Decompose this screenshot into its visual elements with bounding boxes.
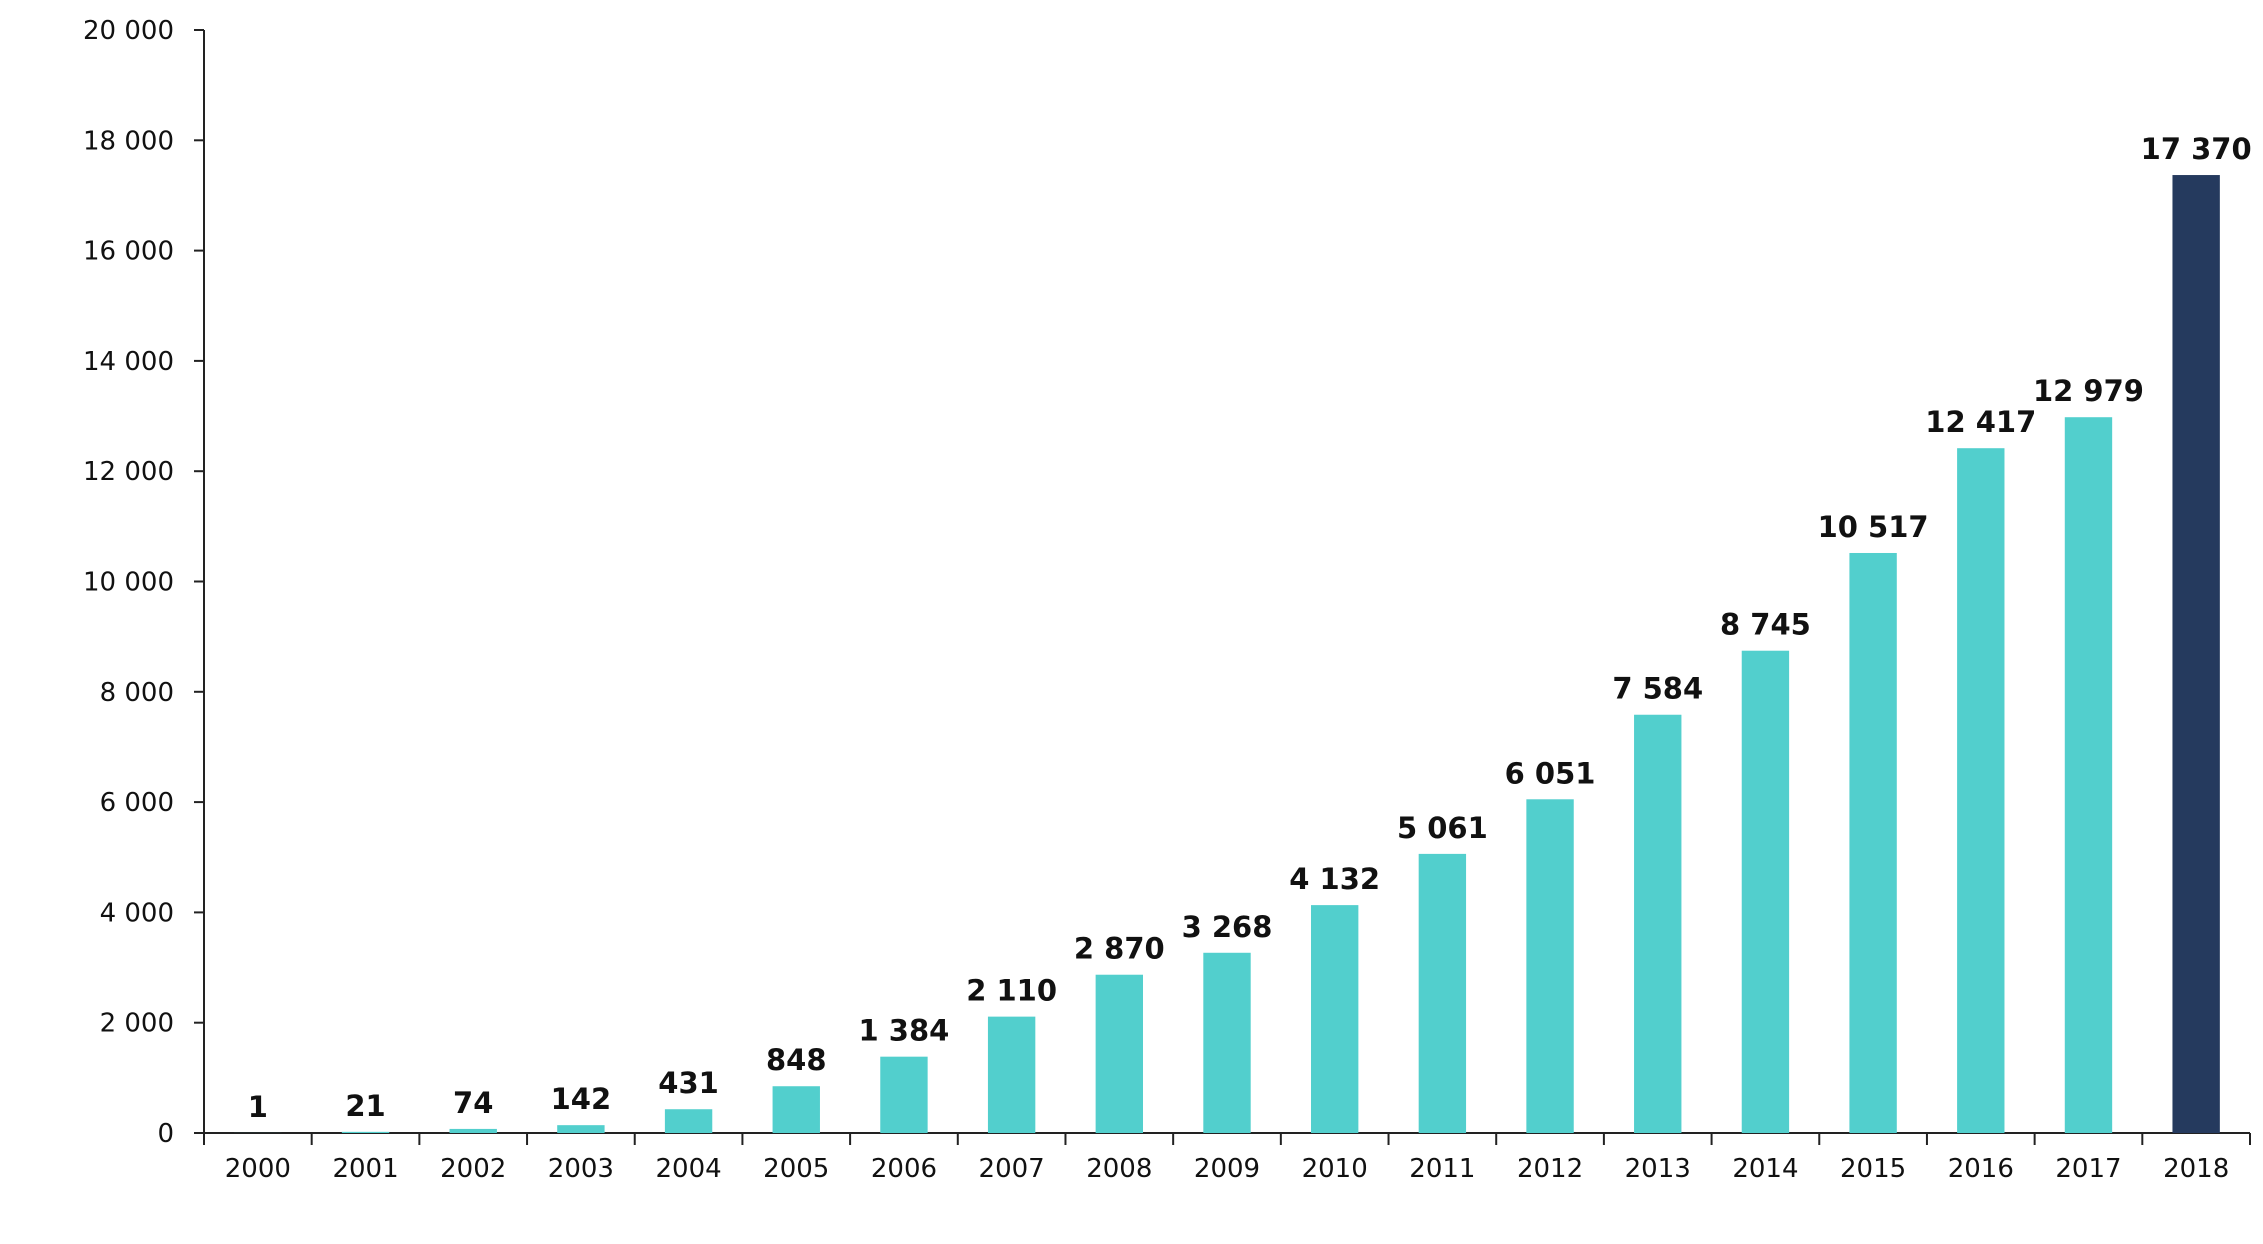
data-label: 5 061: [1397, 811, 1488, 845]
x-tick-label: 2003: [548, 1154, 614, 1184]
x-tick-label: 2012: [1517, 1154, 1583, 1184]
data-label: 4 132: [1289, 862, 1380, 896]
x-tick-label: 2000: [225, 1154, 291, 1184]
y-tick-label: 20 000: [83, 16, 174, 46]
bar-2001: [341, 1131, 390, 1133]
x-tick-label: 2001: [332, 1154, 398, 1184]
data-label: 74: [453, 1086, 493, 1120]
data-label: 8 745: [1720, 608, 1811, 642]
bar-2011: [1418, 853, 1467, 1133]
x-tick-label: 2013: [1625, 1154, 1691, 1184]
data-label: 10 517: [1818, 510, 1929, 544]
bar-2010: [1310, 905, 1359, 1133]
y-tick-label: 14 000: [83, 347, 174, 377]
x-tick-label: 2005: [763, 1154, 829, 1184]
bars: [234, 175, 2220, 1134]
data-label: 6 051: [1505, 756, 1596, 790]
data-label: 142: [551, 1082, 612, 1116]
bar-2013: [1634, 714, 1682, 1133]
y-tick-label: 6 000: [100, 788, 174, 818]
x-tick-label: 2015: [1840, 1154, 1906, 1184]
x-tick-label: 2010: [1302, 1154, 1368, 1184]
x-tick-label: 2011: [1409, 1154, 1475, 1184]
data-label: 2 870: [1074, 932, 1165, 966]
data-label: 1 384: [859, 1014, 950, 1048]
x-tick-label: 2006: [871, 1154, 937, 1184]
y-tick-label: 10 000: [83, 568, 174, 598]
bar-2009: [1203, 952, 1251, 1133]
y-tick-label: 8 000: [100, 678, 174, 708]
data-label: 1: [248, 1090, 268, 1124]
x-tick-label: 2018: [2163, 1154, 2229, 1184]
bar-2002: [449, 1128, 497, 1133]
data-label: 21: [345, 1089, 385, 1123]
x-tick-label: 2017: [2055, 1154, 2121, 1184]
data-label: 2 110: [966, 974, 1057, 1008]
data-label: 17 370: [2141, 132, 2252, 166]
bar-2008: [1095, 974, 1144, 1133]
bar-2004: [664, 1109, 713, 1133]
x-tick-label: 2004: [655, 1154, 721, 1184]
bar-2007: [987, 1016, 1036, 1133]
bar-2016: [1957, 448, 2005, 1133]
y-tick-label: 18 000: [83, 126, 174, 156]
bar-2012: [1526, 799, 1574, 1133]
data-label: 12 979: [2033, 374, 2144, 408]
bar-2017: [2064, 417, 2113, 1134]
y-tick-label: 4 000: [100, 898, 174, 928]
bar-2015: [1849, 552, 1897, 1133]
x-tick-label: 2014: [1732, 1154, 1798, 1184]
y-tick-label: 2 000: [100, 1009, 174, 1039]
x-tick-label: 2002: [440, 1154, 506, 1184]
data-label: 12 417: [1925, 405, 2036, 439]
bar-2006: [880, 1056, 928, 1133]
x-tick-label: 2009: [1194, 1154, 1260, 1184]
y-axis: 0 2 000 4 000 6 000 8 000 10 000 12 000 14 000 1…: [83, 16, 205, 1149]
x-tick-label: 2007: [979, 1154, 1045, 1184]
bar-2018: [2172, 175, 2220, 1133]
bar-2005: [772, 1086, 820, 1133]
x-axis: 2000 2001 2002 2003 2004 2005 2006 2007 2008 2009…: [203, 1132, 2251, 1184]
data-label: 431: [658, 1066, 719, 1100]
x-tick-label: 2016: [1948, 1154, 2014, 1184]
bar-2014: [1741, 650, 1790, 1133]
data-label: 848: [766, 1043, 827, 1077]
data-label: 7 584: [1612, 672, 1703, 706]
y-tick-label: 16 000: [83, 237, 174, 267]
y-tick-label: 12 000: [83, 457, 174, 487]
y-tick-label: 0: [157, 1119, 174, 1149]
bar-2003: [557, 1125, 605, 1133]
data-label: 3 268: [1182, 910, 1273, 944]
data-labels: 1 21 74 142 431 848 1 384 2 110 2 870 3 268 4 132 5…: [248, 132, 2252, 1124]
x-tick-label: 2008: [1086, 1154, 1152, 1184]
